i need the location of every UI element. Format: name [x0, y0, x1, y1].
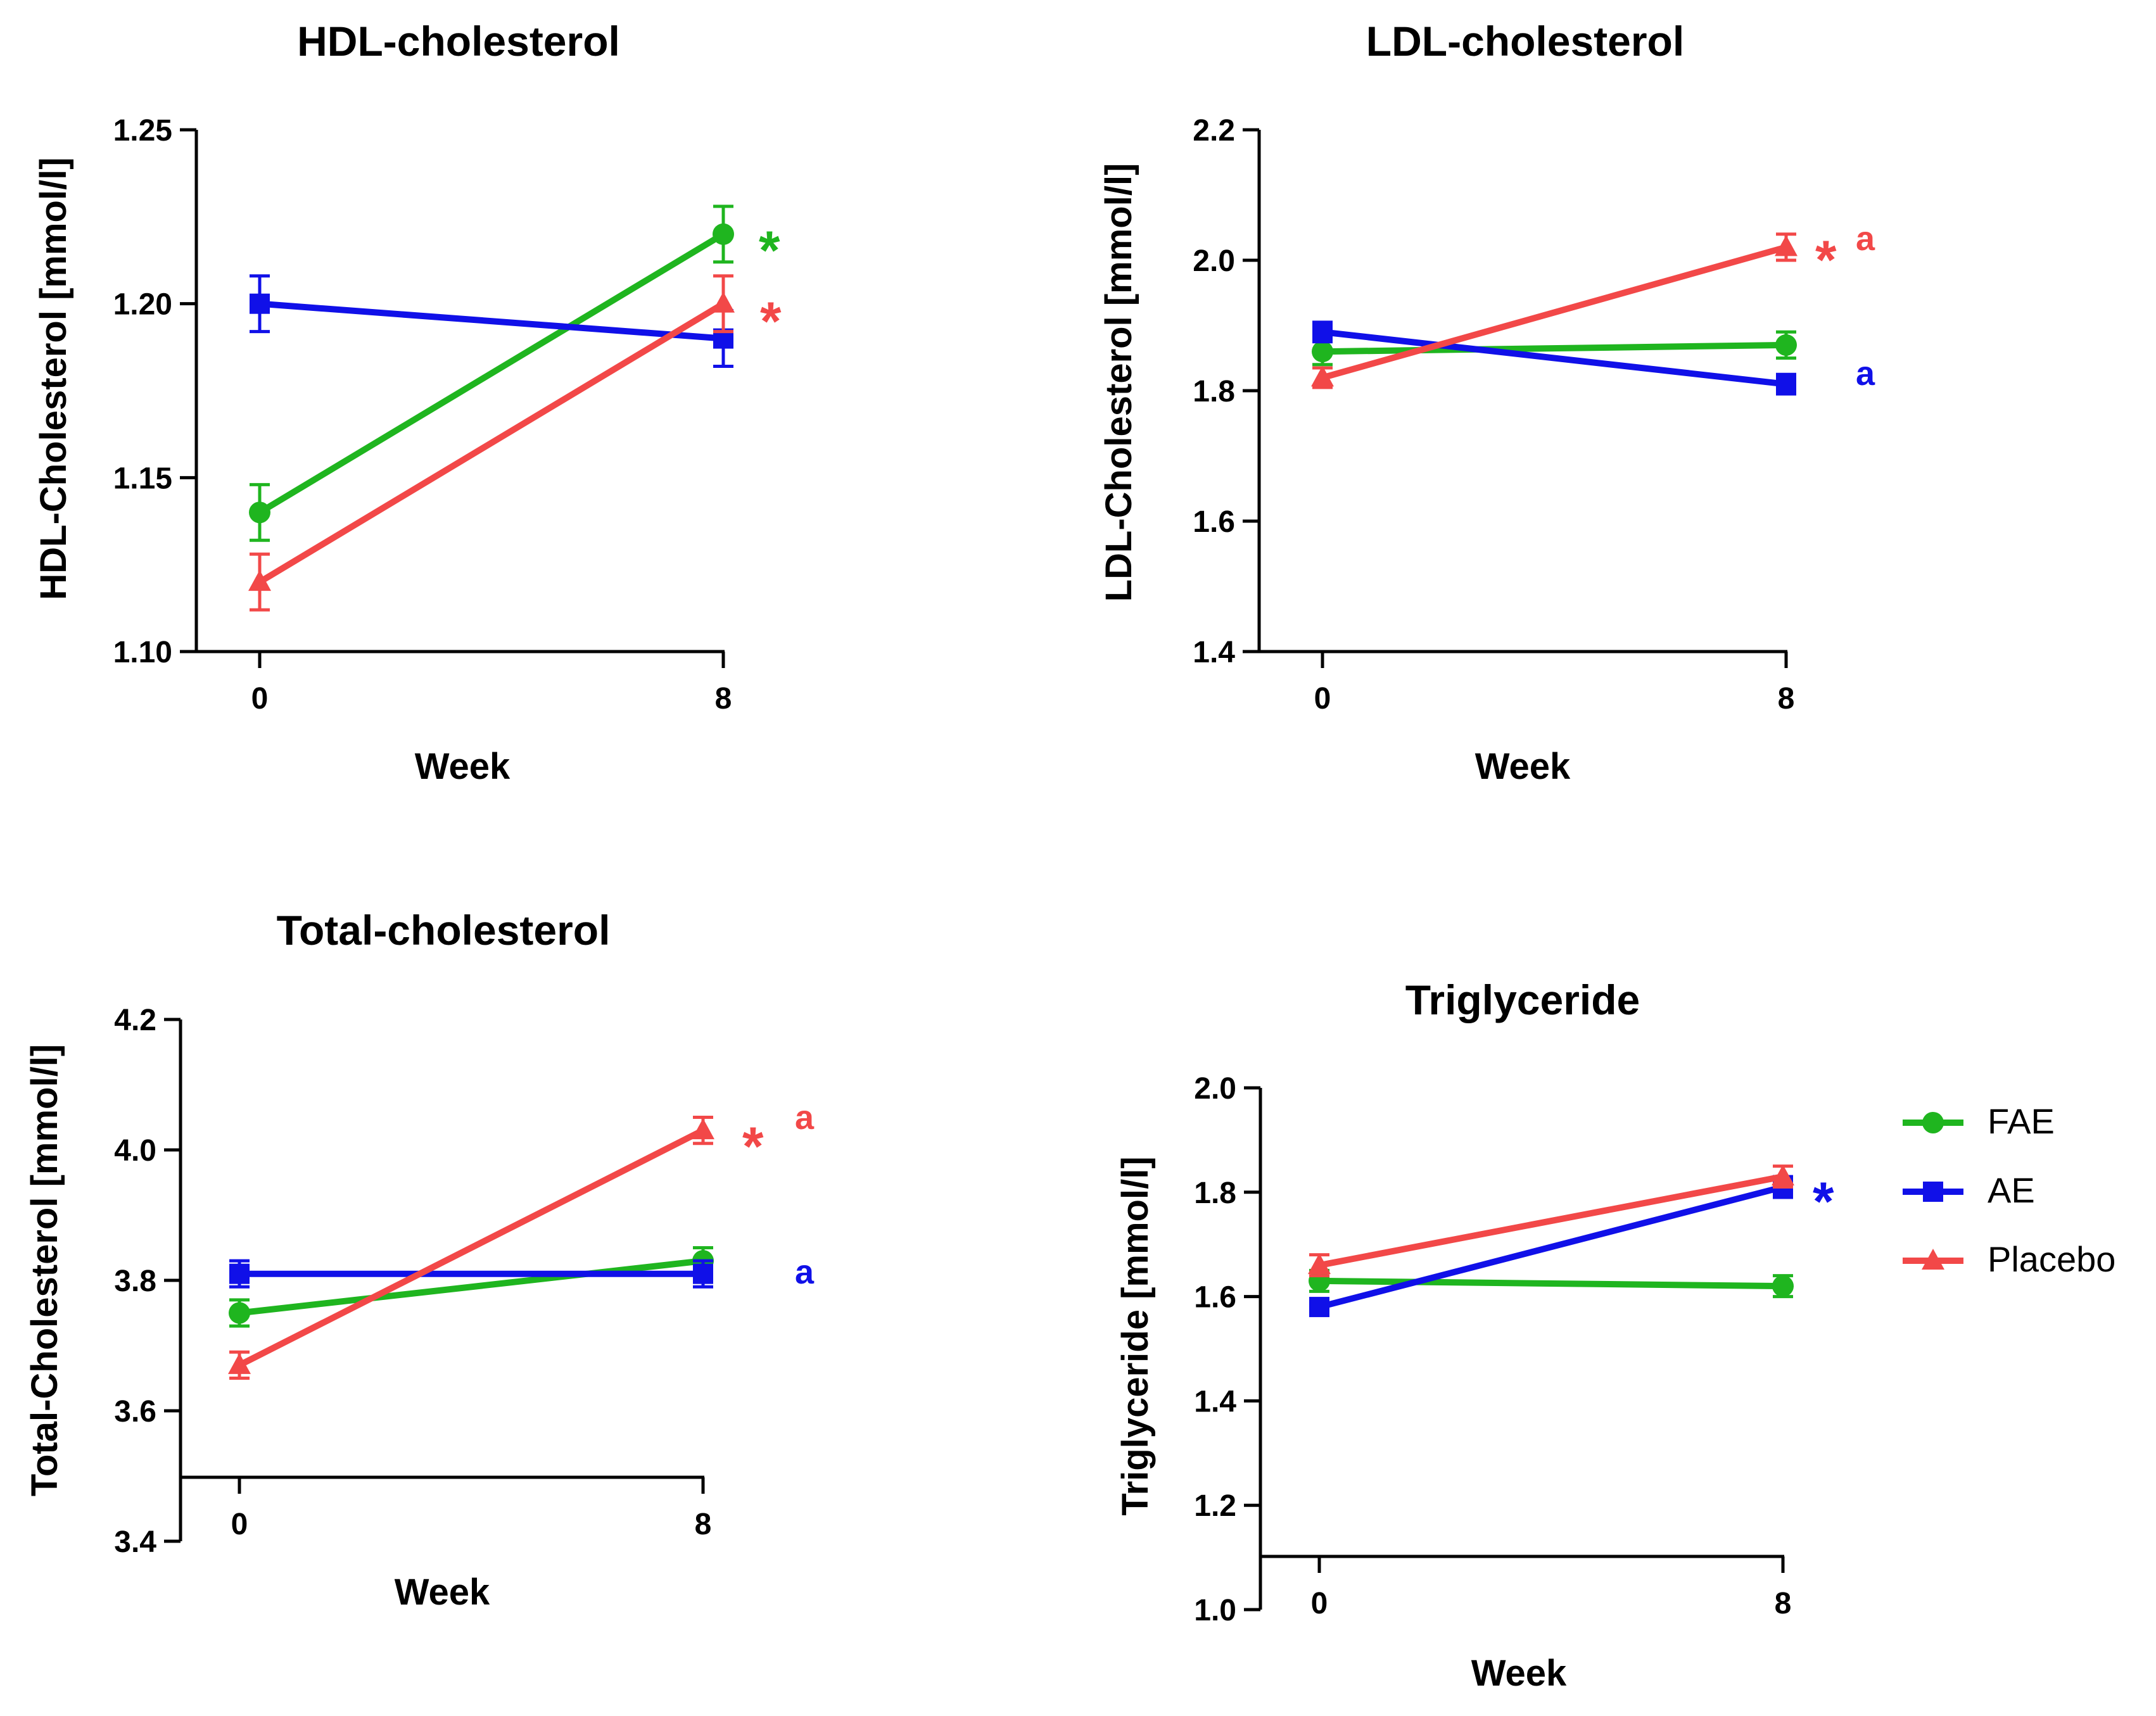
total-x-tick-label: 8 [695, 1508, 712, 1541]
triglyceride-y-tick-label: 1.2 [1194, 1489, 1236, 1523]
total-fae-data-point [229, 1302, 250, 1324]
ldl-chart-title: LDL-cholesterol [1366, 18, 1684, 65]
ldl-placebo-series-line [1321, 244, 1787, 381]
hdl-x-tick-label: 8 [715, 682, 732, 716]
legend-label-ae: AE [1988, 1170, 2035, 1210]
triglyceride-fae-series-line [1319, 1277, 1784, 1290]
triglyceride-x-tick-label: 8 [1775, 1587, 1792, 1620]
total-ae-annotation: a [795, 1253, 815, 1291]
ldl-x-tick-label: 0 [1314, 682, 1331, 716]
triglyceride-plot-marks: 1.0 1.2 1.4 1.6 1.8 2.0 0 8 * [1194, 1072, 1834, 1627]
total-ae-data-point [693, 1263, 713, 1284]
total-y-tick-label: 3.8 [114, 1265, 156, 1298]
legend-placebo-marker [1922, 1249, 1944, 1270]
triglyceride-y-axis-title: Triglyceride [mmol/l] [1115, 1156, 1156, 1515]
triglyceride-placebo-data-point [1772, 1164, 1794, 1186]
ldl-ae-data-point [1312, 322, 1333, 343]
ldl-y-tick-label: 2.2 [1193, 114, 1235, 148]
total-placebo-annotation: a [795, 1099, 815, 1137]
triglyceride-y-tick-label: 1.8 [1194, 1177, 1236, 1210]
ldl-x-tick-label: 8 [1778, 682, 1795, 716]
ldl-y-tick-label: 1.4 [1193, 636, 1235, 669]
hdl-plot-marks: 1.10 1.15 1.20 1.25 0 8 * * [113, 114, 782, 716]
total-fae-series-line [239, 1258, 704, 1316]
hdl-fae-annotation: * [759, 220, 780, 281]
legend-label-fae: FAE [1988, 1101, 2055, 1141]
ldl-y-tick-label: 1.8 [1193, 375, 1235, 408]
triglyceride-ae-series-line [1318, 1183, 1784, 1310]
triglyceride-chart-panel: Triglyceride Triglyceride [mmol/l] Week … [1115, 976, 1834, 1694]
legend-fae-marker [1922, 1112, 1944, 1133]
hdl-x-axis-title: Week [415, 746, 510, 787]
total-plot-marks: 3.4 3.6 3.8 4.0 4.2 0 8 * a a [114, 1004, 815, 1559]
ldl-plot-marks: 1.4 1.6 1.8 2.0 2.2 0 8 * a a [1193, 114, 1875, 716]
total-ae-data-point [229, 1263, 250, 1284]
hdl-fae-data-point [713, 223, 734, 245]
total-placebo-annotation: * [742, 1116, 764, 1177]
total-y-tick-label: 3.6 [114, 1395, 156, 1429]
hdl-fae-series-line [258, 231, 725, 515]
ldl-y-tick-label: 2.0 [1193, 244, 1235, 278]
hdl-y-axis-title: HDL-Cholesterol [mmol/l] [33, 157, 74, 600]
triglyceride-x-axis-title: Week [1471, 1653, 1567, 1694]
ldl-y-axis-title: LDL-Cholesterol [mmol/l] [1098, 163, 1139, 602]
ldl-placebo-annotation: * [1815, 230, 1837, 291]
ldl-ae-data-point [1776, 374, 1796, 394]
triglyceride-y-tick-label: 1.6 [1194, 1281, 1236, 1315]
ldl-placebo-data-point [1311, 365, 1334, 387]
hdl-y-tick-label: 1.25 [113, 114, 172, 148]
total-y-tick-label: 4.0 [114, 1134, 156, 1168]
total-chart-title: Total-cholesterol [277, 907, 611, 954]
hdl-placebo-data-point [712, 291, 735, 313]
total-y-tick-label: 3.4 [114, 1525, 156, 1559]
total-placebo-data-point [692, 1118, 714, 1140]
triglyceride-chart-title: Triglyceride [1405, 976, 1640, 1023]
ldl-fae-series-line [1322, 341, 1787, 355]
total-placebo-data-point [228, 1353, 251, 1374]
ldl-chart-panel: LDL-cholesterol LDL-Cholesterol [mmol/l]… [1098, 18, 1875, 787]
hdl-ae-data-point [250, 293, 270, 314]
triglyceride-y-tick-label: 1.4 [1194, 1385, 1236, 1418]
hdl-placebo-data-point [248, 570, 271, 591]
triglyceride-placebo-data-point [1308, 1253, 1331, 1275]
ldl-placebo-data-point [1775, 235, 1798, 256]
hdl-ae-series-line [259, 300, 724, 342]
ldl-y-tick-label: 1.6 [1193, 505, 1235, 539]
hdl-placebo-series-line [258, 301, 725, 585]
total-y-tick-label: 4.2 [114, 1004, 156, 1037]
hdl-chart-panel: HDL-cholesterol HDL-Cholesterol [mmol/l]… [33, 18, 782, 787]
hdl-fae-data-point [249, 502, 270, 524]
legend-label-placebo: Placebo [1988, 1239, 2115, 1279]
ldl-fae-data-point [1775, 334, 1797, 356]
triglyceride-ae-data-point [1309, 1297, 1329, 1318]
triglyceride-ae-annotation: * [1813, 1171, 1834, 1232]
ldl-x-axis-title: Week [1475, 746, 1571, 787]
triglyceride-fae-data-point [1772, 1275, 1794, 1297]
chart-legend: FAE AE Placebo [1903, 1101, 2115, 1279]
total-x-axis-title: Week [395, 1572, 490, 1613]
ldl-fae-data-point [1312, 341, 1333, 363]
triglyceride-x-tick-label: 0 [1311, 1587, 1328, 1620]
total-chart-panel: Total-cholesterol Total-Cholesterol [mmo… [24, 907, 815, 1613]
hdl-x-tick-label: 0 [251, 682, 269, 716]
triglyceride-y-tick-label: 2.0 [1194, 1072, 1236, 1106]
ldl-ae-annotation: a [1856, 355, 1875, 393]
hdl-chart-title: HDL-cholesterol [297, 18, 620, 65]
total-x-tick-label: 0 [231, 1508, 248, 1541]
triglyceride-placebo-series-line [1319, 1173, 1784, 1269]
hdl-placebo-annotation: * [760, 291, 782, 352]
total-placebo-series-line [238, 1127, 705, 1368]
total-y-axis-title: Total-Cholesterol [mmol/l] [24, 1044, 65, 1496]
triglyceride-y-tick-label: 1.0 [1194, 1594, 1236, 1627]
ldl-placebo-annotation: a [1856, 220, 1875, 258]
hdl-y-tick-label: 1.10 [113, 636, 172, 669]
ldl-ae-series-line [1322, 329, 1787, 388]
hdl-y-tick-label: 1.15 [113, 462, 172, 495]
hdl-y-tick-label: 1.20 [113, 288, 172, 322]
legend-ae-marker [1923, 1182, 1943, 1202]
